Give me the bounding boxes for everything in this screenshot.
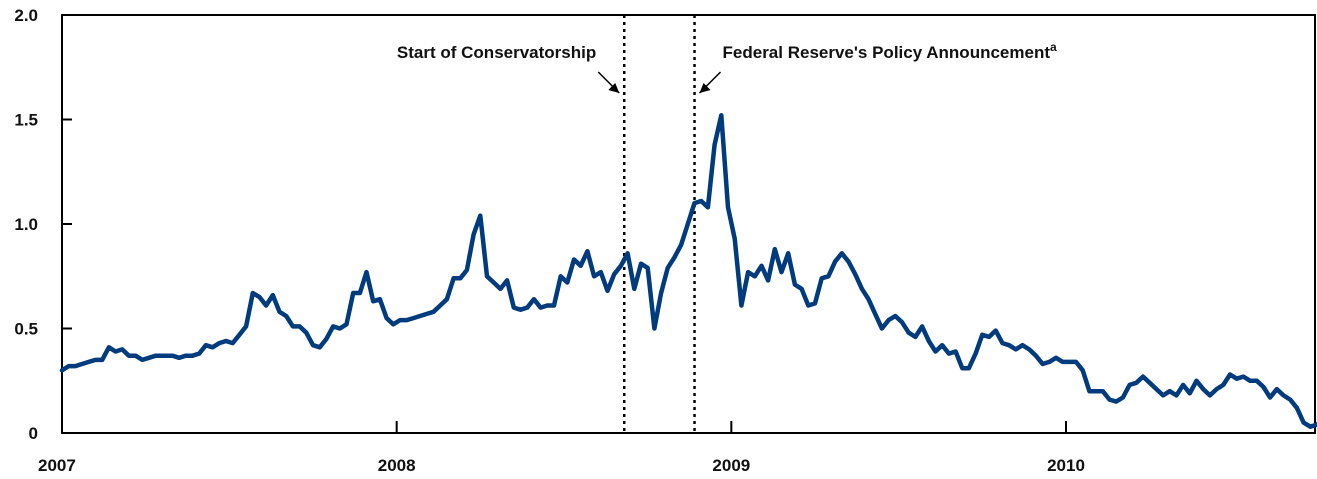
series-line: [59, 113, 1317, 429]
annotation-label: Federal Reserve's Policy Announcementa: [723, 40, 1057, 62]
y-tick-label: 1.5: [14, 111, 38, 130]
y-tick-label: 0.5: [14, 320, 38, 339]
annotation-arrowhead: [699, 83, 711, 93]
annotation-label: Start of Conservatorship: [397, 43, 596, 62]
y-tick-label: 2.0: [14, 6, 38, 25]
axes: [61, 14, 1316, 434]
series-layer: [59, 113, 1317, 429]
y-tick-label: 1.0: [14, 215, 38, 234]
x-tick-label: 2009: [712, 456, 750, 475]
x-tick-label: 2007: [38, 456, 76, 475]
y-tick-label: 0: [29, 424, 38, 443]
annotation-arrowhead: [608, 83, 620, 93]
x-tick-label: 2008: [378, 456, 416, 475]
tick-labels: 0 0.5 1.0 1.5 2.0 2007 2008 2009 2010: [14, 6, 1085, 475]
annotations: Start of Conservatorship Federal Reserve'…: [397, 15, 1057, 433]
x-tick-label: 2010: [1047, 456, 1085, 475]
